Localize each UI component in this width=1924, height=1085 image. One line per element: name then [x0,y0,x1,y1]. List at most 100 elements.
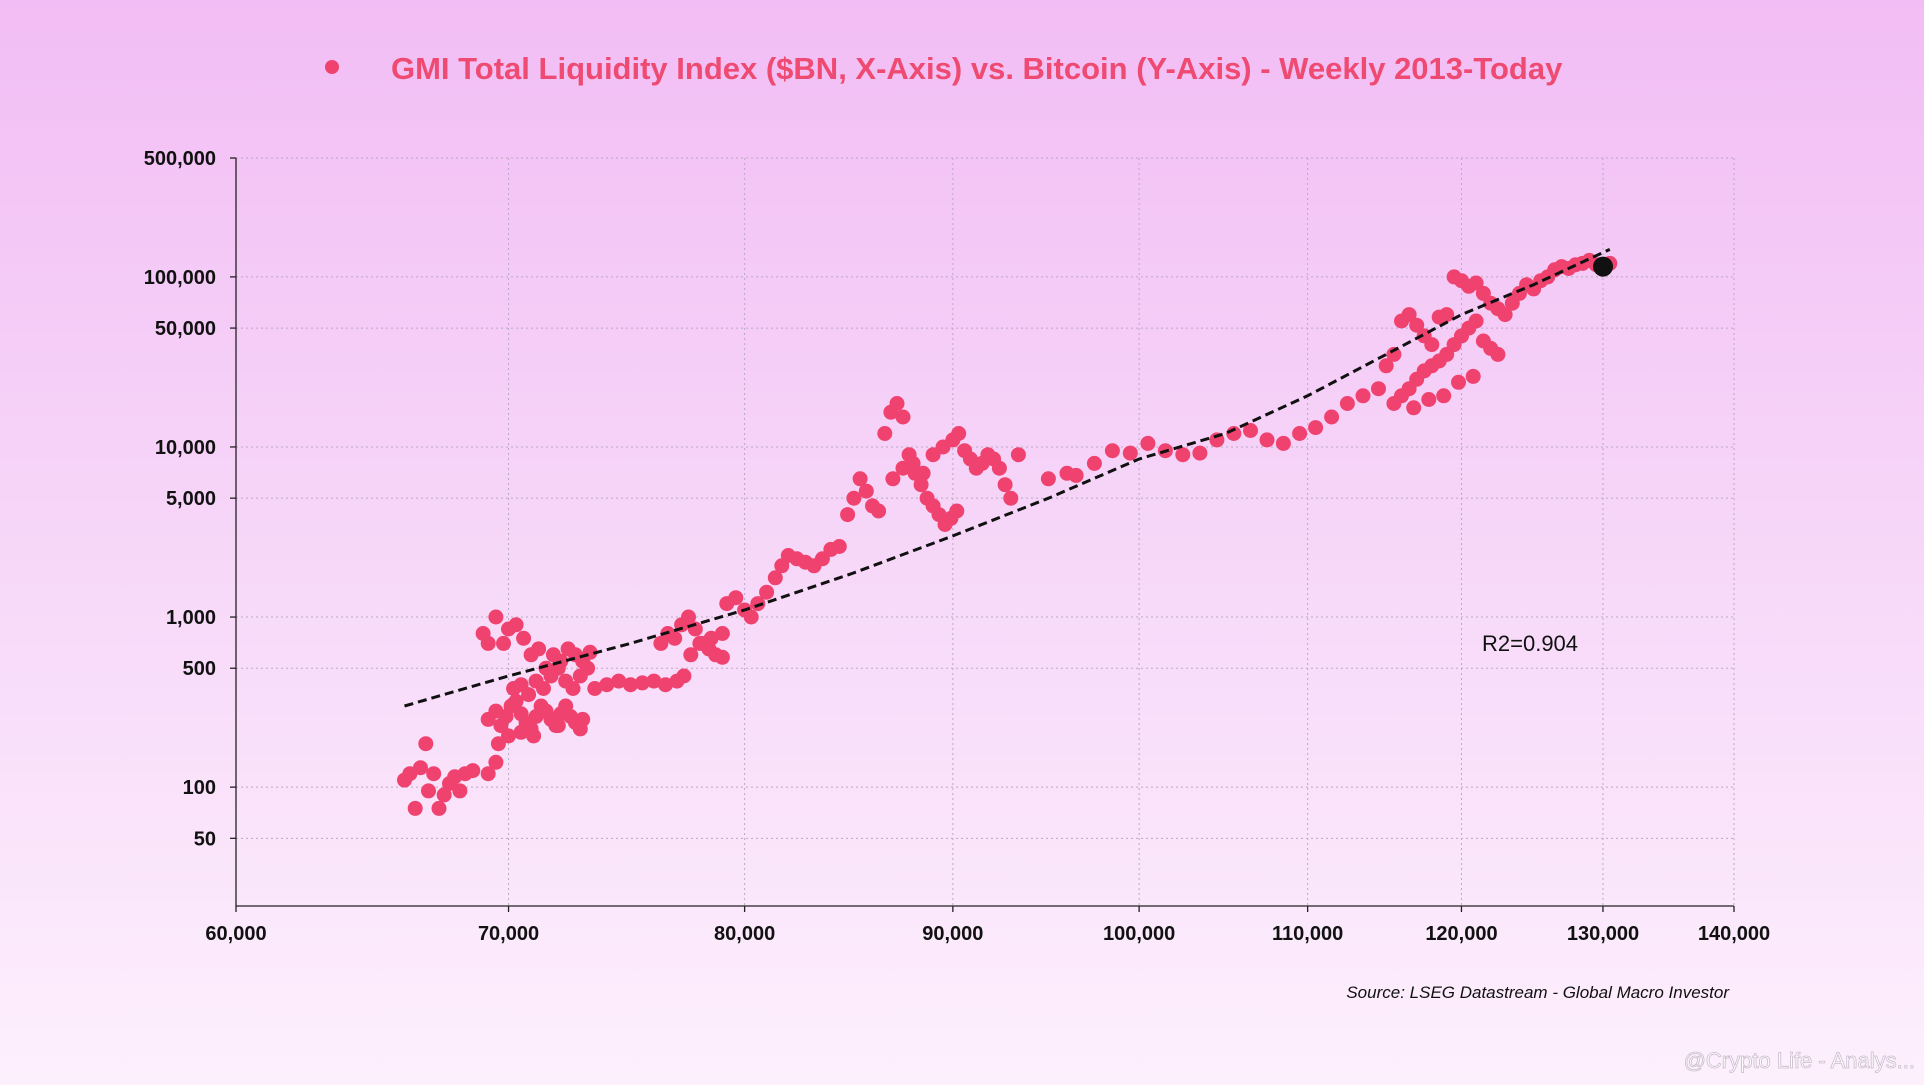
data-point [646,673,662,689]
data-point [1068,467,1084,483]
data-point [1451,374,1466,390]
data-point [526,728,542,744]
data-point [531,641,547,657]
data-point [913,477,929,493]
x-tick-label: 60,000 [205,923,266,945]
data-point [1424,337,1440,353]
data-point [1086,455,1102,471]
data-point [421,783,436,799]
data-point [905,455,921,471]
x-tick-label: 140,000 [1698,923,1770,945]
data-point [1409,317,1425,333]
data-point [885,471,901,487]
data-point [1243,423,1258,438]
data-point [915,465,931,481]
data-point [846,490,862,506]
data-point [488,609,504,625]
data-point [951,426,967,441]
data-point [1355,388,1371,404]
data-point [1104,443,1120,459]
y-tick-label: 500,000 [144,148,216,170]
x-tick-label: 110,000 [1272,923,1343,945]
data-point [1140,435,1156,451]
data-point [1003,490,1019,506]
data-point [501,728,516,744]
data-point [407,800,423,816]
data-point [611,673,627,689]
data-point [997,477,1013,493]
data-point [426,766,442,782]
data-point [767,570,783,586]
y-tick-label: 5,000 [166,488,216,510]
data-point [550,718,566,734]
data-point [488,754,504,770]
data-point [1406,400,1422,416]
data-point [623,677,638,693]
data-point [1339,396,1355,411]
legend-marker [325,60,339,74]
data-point [516,630,532,646]
chart-title: GMI Total Liquidity Index ($BN, X-Axis) … [391,51,1563,86]
data-point [1378,358,1394,374]
data-point [1371,381,1386,397]
data-point [536,681,551,696]
data-point [1308,420,1324,436]
tick-labels: 60,000 70,000 80,000 90,000 100,000 110,000 12… [144,148,1770,945]
chart-legend: GMI Total Liquidity Index ($BN, X-Axis) … [325,51,1563,86]
data-point [681,609,696,625]
trendline-layer [404,248,1611,708]
data-point [1292,426,1308,441]
data-point [840,507,856,523]
data-point [858,483,874,499]
data-point [513,724,529,740]
data-point [852,471,868,487]
scatter-points [397,252,1618,816]
data-point [452,783,468,799]
data-point [418,736,434,752]
latest-point [1593,256,1613,277]
data-point [1192,445,1208,461]
data-point [1324,409,1340,425]
data-point [1122,445,1138,461]
data-point [743,609,759,625]
data-point [728,590,744,606]
trendline [404,248,1611,708]
data-point [1439,307,1455,323]
y-tick-label: 1,000 [166,607,216,629]
data-point [634,675,650,691]
data-point [667,630,683,646]
data-point [750,596,766,612]
data-point [1010,447,1026,463]
data-point [831,539,847,554]
data-point [759,584,775,600]
y-tick-label: 500 [183,658,216,680]
data-point [565,681,581,696]
y-tick-label: 50,000 [155,318,216,340]
data-point [703,630,719,646]
data-point [508,617,524,633]
data-point [1259,432,1275,448]
data-point [991,460,1007,476]
data-point [714,649,730,665]
r2-annotation: R2=0.904 [1482,631,1578,656]
data-point [465,763,481,779]
data-point [889,396,905,411]
data-point [692,635,708,651]
data-point [480,635,496,651]
data-point [490,736,506,752]
data-point [1465,368,1481,384]
x-tick-label: 100,000 [1103,923,1175,945]
data-point [496,635,511,651]
x-tick-label: 90,000 [922,923,983,945]
data-point [683,647,699,663]
data-point [1275,435,1291,451]
data-point [676,668,692,684]
data-point [1497,307,1513,323]
y-tick-label: 100 [183,777,216,799]
x-tick-label: 70,000 [478,923,539,945]
data-point [1468,313,1484,329]
data-point [587,681,603,696]
data-point [895,409,911,425]
y-tick-label: 50 [194,828,216,850]
data-point [508,693,524,709]
